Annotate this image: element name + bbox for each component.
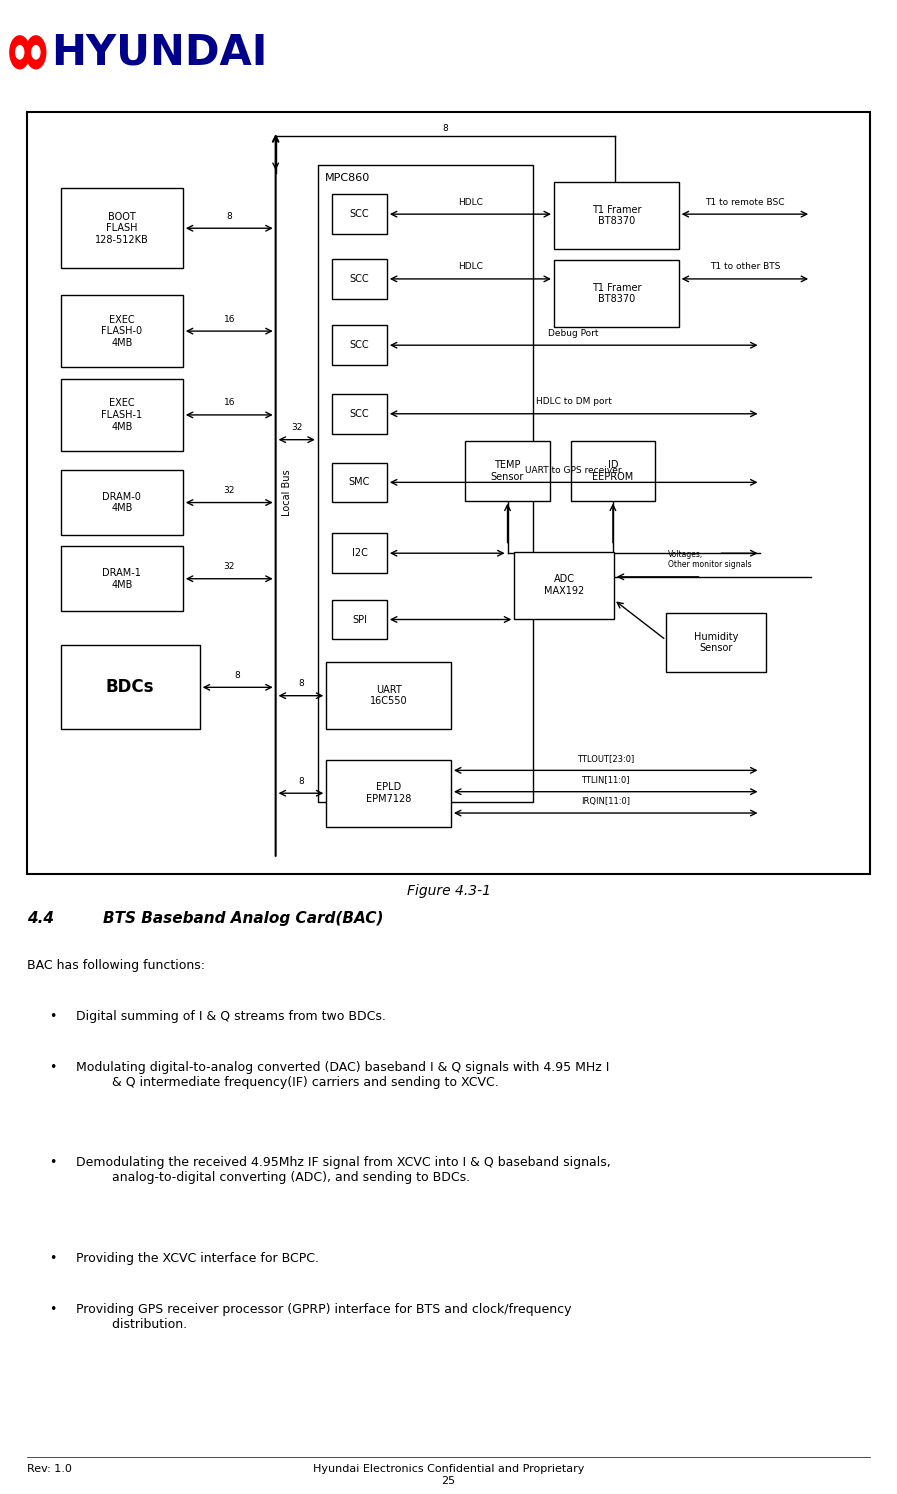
Text: Local Bus: Local Bus xyxy=(282,469,292,517)
Text: T1 Framer
BT8370: T1 Framer BT8370 xyxy=(591,282,641,305)
Text: T1 to other BTS: T1 to other BTS xyxy=(710,263,780,272)
Text: SMC: SMC xyxy=(349,478,370,487)
Text: 4.4: 4.4 xyxy=(27,911,54,926)
Text: TEMP
Sensor: TEMP Sensor xyxy=(491,460,524,481)
FancyBboxPatch shape xyxy=(327,760,451,826)
FancyBboxPatch shape xyxy=(332,463,387,502)
Text: 32: 32 xyxy=(223,562,235,571)
Text: Figure 4.3-1: Figure 4.3-1 xyxy=(406,884,491,898)
Text: Digital summing of I & Q streams from two BDCs.: Digital summing of I & Q streams from tw… xyxy=(76,1010,386,1023)
Text: HYUNDAI: HYUNDAI xyxy=(51,31,267,73)
Text: EXEC
FLASH-1
4MB: EXEC FLASH-1 4MB xyxy=(101,399,143,432)
FancyBboxPatch shape xyxy=(61,378,183,451)
Text: 8: 8 xyxy=(298,777,304,786)
Text: 32: 32 xyxy=(223,486,235,495)
FancyBboxPatch shape xyxy=(61,471,183,535)
FancyBboxPatch shape xyxy=(466,441,550,500)
Text: SCC: SCC xyxy=(350,273,370,284)
Text: •: • xyxy=(49,1303,57,1316)
Text: UART to GPS receiver: UART to GPS receiver xyxy=(526,466,622,475)
Text: UART
16C550: UART 16C550 xyxy=(370,684,407,707)
Text: DRAM-0
4MB: DRAM-0 4MB xyxy=(102,492,141,514)
Ellipse shape xyxy=(26,36,46,69)
FancyBboxPatch shape xyxy=(332,194,387,235)
Text: SCC: SCC xyxy=(350,209,370,220)
Text: BOOT
FLASH
128-512KB: BOOT FLASH 128-512KB xyxy=(95,212,149,245)
Text: •: • xyxy=(49,1156,57,1170)
FancyBboxPatch shape xyxy=(570,441,655,500)
FancyBboxPatch shape xyxy=(61,645,200,729)
Text: BTS Baseband Analog Card(BAC): BTS Baseband Analog Card(BAC) xyxy=(103,911,384,926)
FancyBboxPatch shape xyxy=(61,188,183,269)
FancyBboxPatch shape xyxy=(327,662,451,729)
Text: Modulating digital-to-analog converted (DAC) baseband I & Q signals with 4.95 MH: Modulating digital-to-analog converted (… xyxy=(76,1061,610,1089)
Text: Voltages,
Other monitor signals: Voltages, Other monitor signals xyxy=(667,550,752,569)
Text: SCC: SCC xyxy=(350,341,370,350)
Text: IRQIN[11:0]: IRQIN[11:0] xyxy=(581,796,631,805)
Text: Providing GPS receiver processor (GPRP) interface for BTS and clock/frequency
  : Providing GPS receiver processor (GPRP) … xyxy=(76,1303,571,1331)
FancyBboxPatch shape xyxy=(332,258,387,299)
FancyBboxPatch shape xyxy=(514,551,614,619)
FancyBboxPatch shape xyxy=(666,613,765,672)
FancyBboxPatch shape xyxy=(61,294,183,368)
Text: Hyundai Electronics Confidential and Proprietary
25: Hyundai Electronics Confidential and Pro… xyxy=(313,1464,584,1485)
FancyBboxPatch shape xyxy=(318,166,533,802)
Text: I2C: I2C xyxy=(352,548,368,559)
Text: T1 Framer
BT8370: T1 Framer BT8370 xyxy=(591,205,641,227)
FancyBboxPatch shape xyxy=(27,112,870,874)
Text: HDLC: HDLC xyxy=(458,263,483,272)
Text: •: • xyxy=(49,1010,57,1023)
Text: BDCs: BDCs xyxy=(106,678,154,696)
Text: Providing the XCVC interface for BCPC.: Providing the XCVC interface for BCPC. xyxy=(76,1252,319,1265)
FancyBboxPatch shape xyxy=(332,394,387,433)
Text: Humidity
Sensor: Humidity Sensor xyxy=(693,632,738,653)
Text: ADC
MAX192: ADC MAX192 xyxy=(544,574,584,596)
FancyBboxPatch shape xyxy=(332,326,387,365)
Text: •: • xyxy=(49,1061,57,1074)
FancyBboxPatch shape xyxy=(332,533,387,574)
Text: HDLC to DM port: HDLC to DM port xyxy=(536,397,612,406)
Ellipse shape xyxy=(15,46,23,58)
Text: •: • xyxy=(49,1252,57,1265)
Text: DRAM-1
4MB: DRAM-1 4MB xyxy=(102,568,141,590)
Text: 8: 8 xyxy=(442,124,448,133)
Ellipse shape xyxy=(10,36,30,69)
FancyBboxPatch shape xyxy=(553,182,679,249)
FancyBboxPatch shape xyxy=(332,599,387,639)
Text: EXEC
FLASH-0
4MB: EXEC FLASH-0 4MB xyxy=(101,315,143,348)
Text: BAC has following functions:: BAC has following functions: xyxy=(27,959,205,973)
FancyBboxPatch shape xyxy=(553,260,679,327)
Text: TTLOUT[23:0]: TTLOUT[23:0] xyxy=(577,754,634,763)
Text: Debug Port: Debug Port xyxy=(548,329,599,338)
Text: 16: 16 xyxy=(223,315,235,324)
Text: Rev: 1.0: Rev: 1.0 xyxy=(27,1464,72,1475)
Text: TTLIN[11:0]: TTLIN[11:0] xyxy=(581,775,630,784)
Text: 8: 8 xyxy=(235,671,240,680)
Text: ID
EEPROM: ID EEPROM xyxy=(592,460,633,481)
Text: Demodulating the received 4.95Mhz IF signal from XCVC into I & Q baseband signal: Demodulating the received 4.95Mhz IF sig… xyxy=(76,1156,611,1185)
Text: 8: 8 xyxy=(226,212,232,221)
Text: EPLD
EPM7128: EPLD EPM7128 xyxy=(366,783,412,804)
Text: SCC: SCC xyxy=(350,409,370,418)
Ellipse shape xyxy=(32,46,39,58)
Text: 32: 32 xyxy=(291,423,302,432)
Text: HDLC: HDLC xyxy=(458,197,483,206)
Text: 16: 16 xyxy=(223,399,235,408)
Text: MPC860: MPC860 xyxy=(325,173,370,182)
Text: T1 to remote BSC: T1 to remote BSC xyxy=(705,197,785,206)
Text: SPI: SPI xyxy=(352,614,367,624)
Text: 8: 8 xyxy=(298,680,304,689)
FancyBboxPatch shape xyxy=(61,547,183,611)
